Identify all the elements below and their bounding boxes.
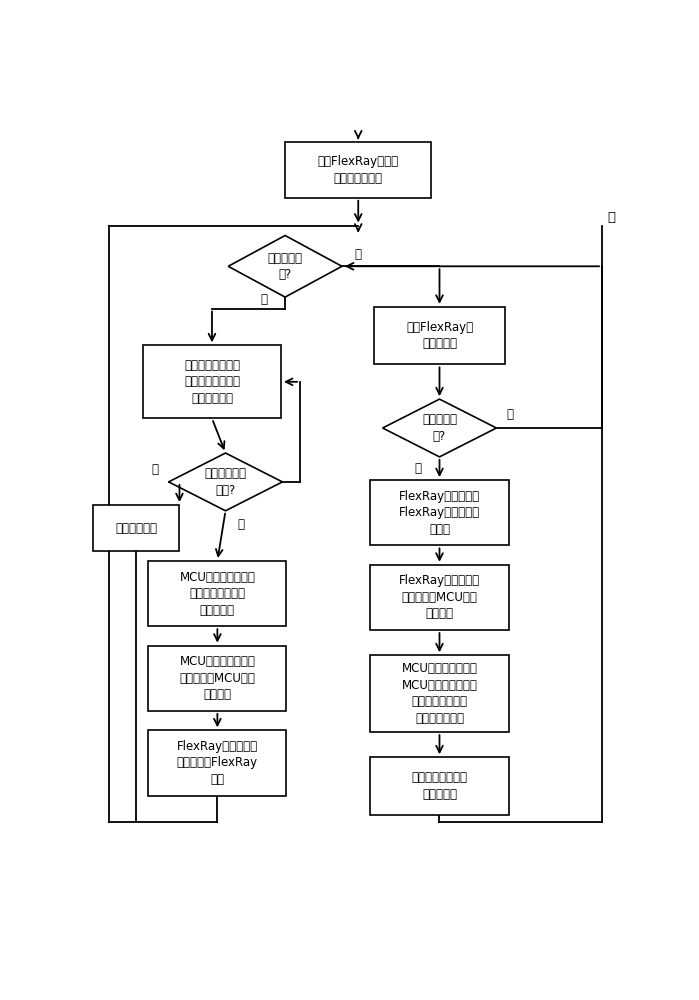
FancyBboxPatch shape xyxy=(370,757,509,815)
Polygon shape xyxy=(382,399,496,457)
Text: 有新数据到
达?: 有新数据到 达? xyxy=(422,413,457,443)
Text: FlexRay通信模块将
帧数据写入MCU通信
帧存储区: FlexRay通信模块将 帧数据写入MCU通信 帧存储区 xyxy=(399,574,480,620)
Text: FlexRay通信模块将
帧数据写入FlexRay
通道: FlexRay通信模块将 帧数据写入FlexRay 通道 xyxy=(177,740,258,786)
FancyBboxPatch shape xyxy=(370,655,509,732)
Text: 设置FlexRay接口状
态进入激活状态: 设置FlexRay接口状 态进入激活状态 xyxy=(317,155,399,185)
FancyBboxPatch shape xyxy=(148,646,287,711)
FancyBboxPatch shape xyxy=(370,565,509,630)
Text: 查询FlexRay通
道接收状态: 查询FlexRay通 道接收状态 xyxy=(406,321,473,350)
Polygon shape xyxy=(168,453,282,511)
FancyBboxPatch shape xyxy=(148,561,287,626)
FancyBboxPatch shape xyxy=(148,730,287,796)
Polygon shape xyxy=(228,235,342,297)
Text: MCU通信管理模块从
通信帧数据存储区
读取帧数据: MCU通信管理模块从 通信帧数据存储区 读取帧数据 xyxy=(180,571,255,617)
Text: 定时周期到
达?: 定时周期到 达? xyxy=(268,252,303,281)
Text: 是: 是 xyxy=(260,293,267,306)
Text: 是: 是 xyxy=(415,462,421,475)
FancyBboxPatch shape xyxy=(143,345,281,418)
Text: 从通信帧状态与控
制存储区中读取发
送帧更新状态: 从通信帧状态与控 制存储区中读取发 送帧更新状态 xyxy=(184,359,240,405)
FancyBboxPatch shape xyxy=(375,307,505,364)
Text: 是: 是 xyxy=(152,463,159,476)
Text: 否: 否 xyxy=(506,408,514,421)
Text: 更新通信帧状态与
控制存储区: 更新通信帧状态与 控制存储区 xyxy=(412,771,468,801)
Text: MCU通信管理模块从
MCU通信帧存储区读
取帧数据，写入通
信帧数据存储区: MCU通信管理模块从 MCU通信帧存储区读 取帧数据，写入通 信帧数据存储区 xyxy=(401,662,477,725)
Text: 重置定时周期: 重置定时周期 xyxy=(115,522,157,535)
Text: MCU通信管理模块将
帧数据写入MCU通信
帧存储区: MCU通信管理模块将 帧数据写入MCU通信 帧存储区 xyxy=(180,655,255,701)
Text: FlexRay通信模块从
FlexRay通道中读取
帧数据: FlexRay通信模块从 FlexRay通道中读取 帧数据 xyxy=(399,490,480,536)
FancyBboxPatch shape xyxy=(285,142,431,198)
Text: 帧更新是否处
理完?: 帧更新是否处 理完? xyxy=(205,467,247,497)
FancyBboxPatch shape xyxy=(370,480,509,545)
Text: 否: 否 xyxy=(607,211,616,224)
Text: 否: 否 xyxy=(237,518,244,531)
FancyBboxPatch shape xyxy=(93,505,180,551)
Text: 否: 否 xyxy=(354,248,362,261)
